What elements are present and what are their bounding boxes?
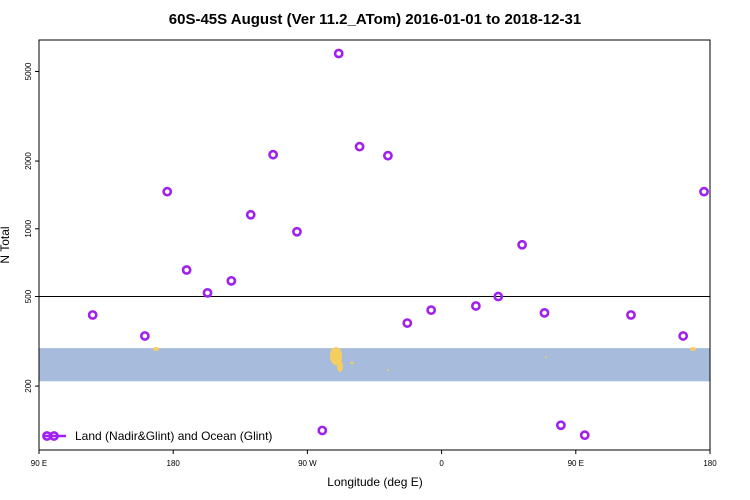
y-axis-label: N Total — [0, 226, 12, 263]
point — [245, 209, 256, 220]
x-axis-label: Longitude (deg E) — [327, 475, 422, 489]
y-tick-label: 2000 — [24, 152, 33, 170]
point — [579, 430, 590, 441]
y-tick-label: 5000 — [24, 62, 33, 80]
point — [493, 291, 504, 302]
point — [517, 239, 528, 250]
land-shapes — [153, 347, 696, 372]
point — [87, 310, 98, 320]
plot-frame — [38, 39, 711, 451]
point — [268, 149, 279, 160]
point — [539, 307, 550, 318]
x-tick-label: 90 E — [568, 459, 584, 468]
legend-label: Land (Nadir&Glint) and Ocean (Glint) — [75, 429, 272, 443]
point — [181, 265, 192, 275]
point — [470, 301, 481, 311]
point — [354, 141, 365, 152]
point — [162, 186, 173, 197]
x-tick-label: 90 W — [298, 459, 317, 468]
point — [678, 331, 689, 341]
point — [626, 310, 636, 320]
band — [39, 348, 710, 382]
point — [139, 331, 150, 341]
point — [699, 186, 709, 197]
point — [426, 305, 437, 316]
point — [317, 425, 328, 436]
x-tick-label: 180 — [703, 459, 717, 468]
point — [402, 318, 413, 328]
y-tick-label: 1000 — [24, 219, 33, 237]
y-tick-label: 200 — [24, 379, 33, 393]
point — [226, 275, 237, 286]
legend-marker — [49, 431, 59, 441]
chart-title: 60S-45S August (Ver 11.2_ATom) 2016-01-0… — [169, 11, 581, 28]
x-tick-label: 180 — [167, 459, 181, 468]
point — [383, 150, 393, 161]
point — [333, 48, 344, 59]
point — [555, 420, 566, 431]
point — [292, 226, 302, 237]
x-tick-label: 90 E — [31, 459, 47, 468]
x-tick-label: 0 — [439, 459, 444, 468]
band-layer — [39, 348, 710, 382]
y-tick-label: 500 — [24, 289, 33, 303]
point — [202, 287, 213, 298]
